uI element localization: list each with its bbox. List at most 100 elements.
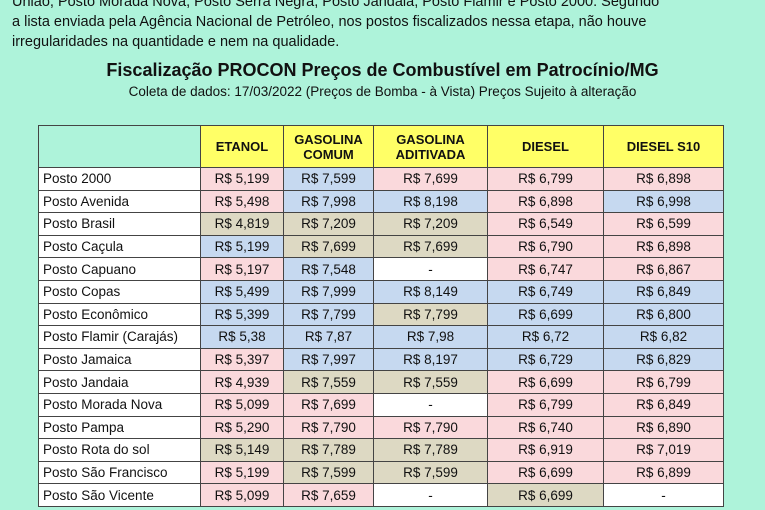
intro-line: a lista enviada pela Agência Nacional de… [12, 14, 647, 30]
price-cell: R$ 7,997 [283, 347, 374, 372]
table-row: Posto Rota do sol R$ 5,149 R$ 7,789 R$ 7,78… [38, 438, 724, 462]
title: Fiscalização PROCON Preços de Combustíve… [106, 60, 659, 80]
table-row: Posto Flamir (Carajás) R$ 5,38 R$ 7,87 R$ 7… [38, 325, 724, 349]
price-cell: R$ 6,699 [487, 460, 604, 485]
price-cell: - [373, 483, 488, 507]
table-row: Posto Econômico R$ 5,399 R$ 7,799 R$ 7,799 R… [38, 302, 724, 327]
price-cell: R$ 7,659 [283, 483, 374, 507]
price-cell: R$ 6,898 [603, 234, 724, 259]
table-row: Posto Avenida R$ 5,498 R$ 7,998 R$ 8,198 R$ … [38, 189, 724, 214]
price-cell: R$ 7,699 [283, 234, 374, 259]
price-cell: R$ 6,998 [603, 189, 724, 214]
price-cell: - [373, 392, 488, 417]
price-cell: R$ 8,197 [373, 347, 488, 372]
station-name: Posto Brasil [38, 212, 201, 236]
station-name: Posto Caçula [38, 234, 201, 259]
price-cell: R$ 5,399 [200, 302, 284, 327]
price-cell: R$ 6,549 [487, 212, 604, 236]
price-cell: R$ 6,899 [603, 460, 724, 485]
table-row: Posto Pampa R$ 5,290 R$ 7,790 R$ 7,790 R$ 6,… [38, 415, 724, 440]
station-name: Posto 2000 [38, 167, 201, 191]
price-cell: R$ 6,599 [603, 212, 724, 236]
price-cell: R$ 5,199 [200, 167, 284, 191]
price-cell: R$ 7,019 [603, 438, 724, 462]
column-header: GASOLINA ADITIVADA [373, 125, 488, 168]
price-cell: R$ 7,799 [373, 302, 488, 327]
price-cell: R$ 7,999 [283, 279, 374, 304]
table-row: Posto Caçula R$ 5,199 R$ 7,699 R$ 7,699 R$ 6… [38, 234, 724, 259]
price-cell: R$ 5,199 [200, 234, 284, 259]
price-cell: R$ 6,729 [487, 347, 604, 372]
intro-line: irregularidades na quantidade e nem na q… [12, 34, 340, 50]
price-cell: R$ 5,197 [200, 257, 284, 281]
price-cell: R$ 5,38 [200, 325, 284, 349]
price-cell: R$ 7,699 [283, 392, 374, 417]
price-cell: R$ 6,867 [603, 257, 724, 281]
table-row: Posto Jamaica R$ 5,397 R$ 7,997 R$ 8,197 R$ … [38, 347, 724, 372]
price-cell: R$ 7,548 [283, 257, 374, 281]
intro-line: União, Posto Morada Nova, Posto Serra Ne… [12, 0, 660, 10]
price-cell: R$ 6,747 [487, 257, 604, 281]
price-cell: R$ 7,998 [283, 189, 374, 214]
price-cell: R$ 7,559 [373, 370, 488, 394]
price-cell: R$ 6,800 [603, 302, 724, 327]
price-cell: R$ 5,099 [200, 392, 284, 417]
price-cell: R$ 7,599 [283, 460, 374, 485]
subtitle: Coleta de dados: 17/03/2022 (Preços de B… [128, 84, 637, 99]
price-cell: R$ 5,499 [200, 279, 284, 304]
price-table: ETANOL GASOLINA COMUM GASOLINA ADITIVADA DI… [38, 125, 724, 507]
price-cell: R$ 6,849 [603, 392, 724, 417]
price-cell: R$ 7,599 [373, 460, 488, 485]
price-cell: R$ 5,290 [200, 415, 284, 440]
price-cell: R$ 7,599 [283, 167, 374, 191]
table-row: Posto Copas R$ 5,499 R$ 7,999 R$ 8,149 R$ 6,… [38, 279, 724, 304]
price-cell: - [373, 257, 488, 281]
price-cell: R$ 6,829 [603, 347, 724, 372]
price-cell: R$ 7,87 [283, 325, 374, 349]
header-row: ETANOL GASOLINA COMUM GASOLINA ADITIVADA DI… [38, 125, 724, 168]
station-name: Posto São Francisco [38, 460, 201, 485]
price-cell: R$ 7,209 [283, 212, 374, 236]
table-row: Posto Capuano R$ 5,197 R$ 7,548- R$ 6,747 R$… [38, 257, 724, 281]
price-cell: R$ 6,799 [487, 167, 604, 191]
price-cell: R$ 6,699 [487, 370, 604, 394]
price-cell: R$ 6,740 [487, 415, 604, 440]
station-name: Posto Copas [38, 279, 201, 304]
price-cell: R$ 6,699 [487, 302, 604, 327]
price-cell: R$ 7,98 [373, 325, 488, 349]
table-row: Posto Jandaia R$ 4,939 R$ 7,559 R$ 7,559 R$ … [38, 370, 724, 394]
price-cell: R$ 7,699 [373, 167, 488, 191]
intro-text: União, Posto Morada Nova, Posto Serra Ne… [12, 0, 757, 52]
price-cell: R$ 5,397 [200, 347, 284, 372]
station-name: Posto Econômico [38, 302, 201, 327]
price-cell: R$ 6,82 [603, 325, 724, 349]
column-header: ETANOL [200, 125, 284, 168]
price-cell: - [603, 483, 724, 507]
price-cell: R$ 5,149 [200, 438, 284, 462]
price-cell: R$ 7,790 [373, 415, 488, 440]
price-cell: R$ 6,898 [487, 189, 604, 214]
station-name: Posto Pampa [38, 415, 201, 440]
table-row: Posto São Vicente R$ 5,099 R$ 7,659- R$ 6,6… [38, 483, 724, 507]
price-cell: R$ 6,699 [487, 483, 604, 507]
station-name: Posto Jamaica [38, 347, 201, 372]
price-cell: R$ 8,149 [373, 279, 488, 304]
price-cell: R$ 6,890 [603, 415, 724, 440]
table-row: Posto Brasil R$ 4,819 R$ 7,209 R$ 7,209 R$ 6… [38, 212, 724, 236]
price-cell: R$ 6,72 [487, 325, 604, 349]
price-cell: R$ 7,699 [373, 234, 488, 259]
column-header: DIESEL S10 [603, 125, 724, 168]
price-cell: R$ 6,898 [603, 167, 724, 191]
price-cell: R$ 7,209 [373, 212, 488, 236]
price-cell: R$ 5,498 [200, 189, 284, 214]
station-name: Posto Flamir (Carajás) [38, 325, 201, 349]
price-cell: R$ 4,939 [200, 370, 284, 394]
station-name: Posto Avenida [38, 189, 201, 214]
price-cell: R$ 7,789 [283, 438, 374, 462]
column-header: DIESEL [487, 125, 604, 168]
station-name: Posto Jandaia [38, 370, 201, 394]
station-name: Posto Capuano [38, 257, 201, 281]
price-cell: R$ 6,849 [603, 279, 724, 304]
table-row: Posto 2000 R$ 5,199 R$ 7,599 R$ 7,699 R$ 6,7… [38, 167, 724, 191]
